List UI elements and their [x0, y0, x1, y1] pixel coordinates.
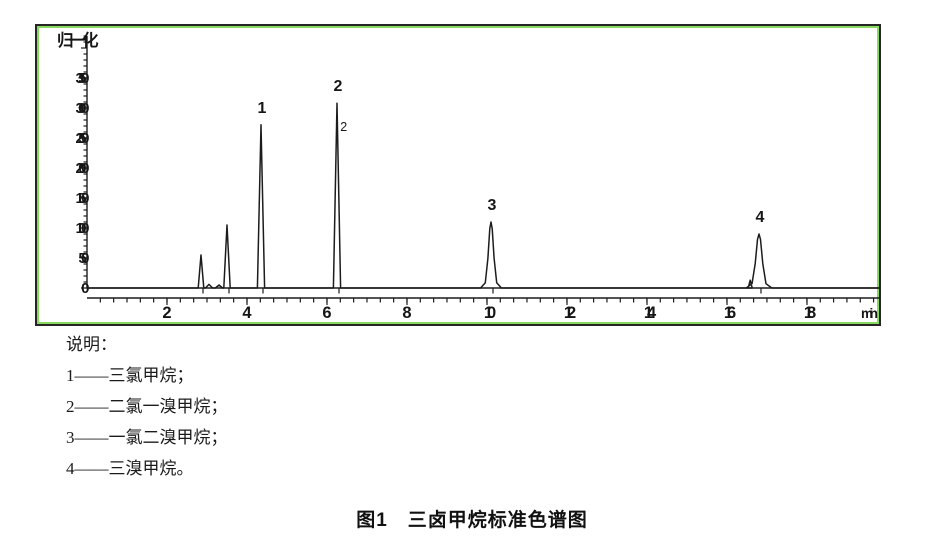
note-item-3: 3——一氯二溴甲烷； [66, 428, 228, 447]
notes-heading: 说明： [66, 335, 117, 354]
chromatogram-panel-inner-border [37, 26, 879, 324]
note-item-1: 1——三氯甲烷； [66, 366, 194, 385]
note-item-4: 4——三溴甲烷。 [66, 459, 194, 478]
chromatogram-panel [35, 24, 881, 326]
note-item-2: 2——二氯一溴甲烷； [66, 397, 228, 416]
figure-notes: 说明： 1——三氯甲烷； 2——二氯一溴甲烷； 3——一氯二溴甲烷； 4——三溴… [66, 329, 228, 484]
figure-caption: 图1 三卤甲烷标准色谱图 [356, 510, 588, 531]
